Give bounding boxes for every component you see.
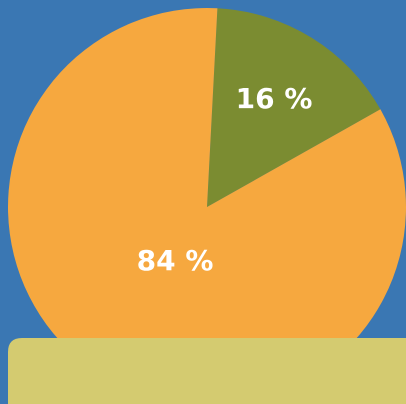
- caption-panel: [8, 338, 406, 404]
- page: {"chart_data": {"type": "pie", "values":…: [0, 0, 406, 404]
- slice-label: 84 %: [137, 244, 214, 277]
- chart: 16 % 84 %: [0, 0, 406, 404]
- slice-label: 16 %: [236, 82, 313, 115]
